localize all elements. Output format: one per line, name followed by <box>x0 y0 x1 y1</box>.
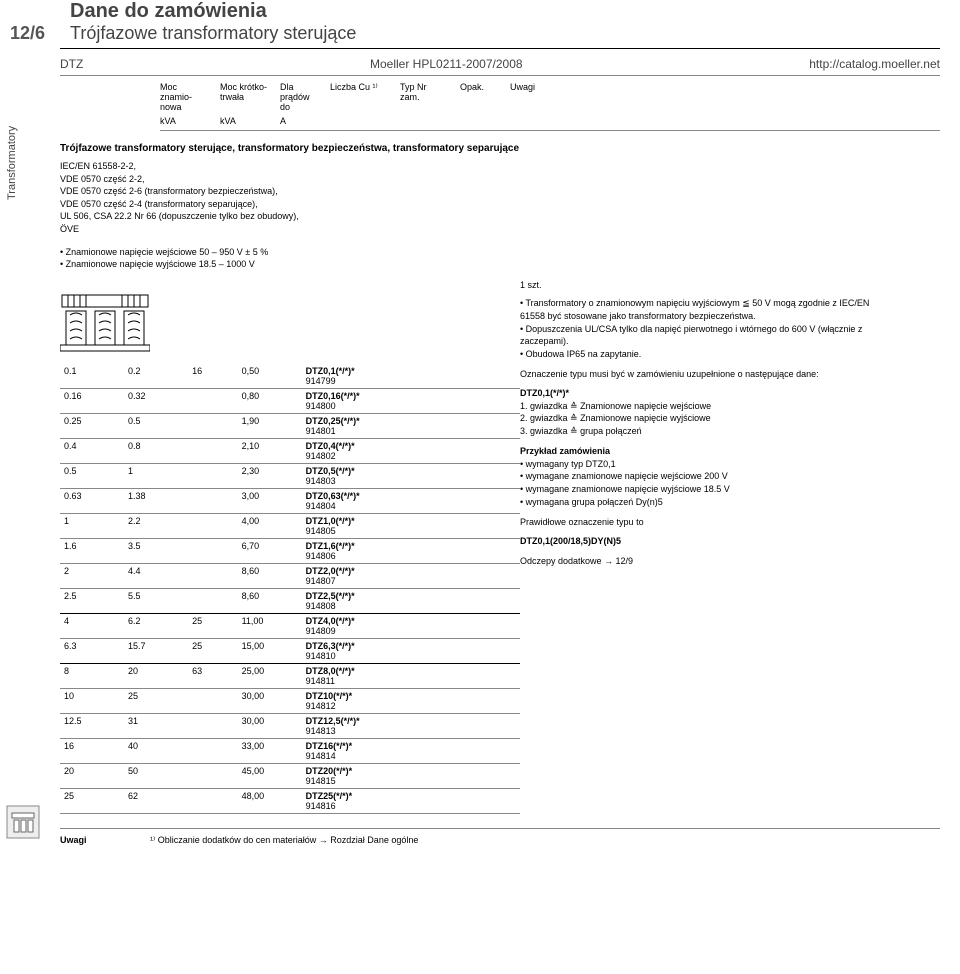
table-row: 12.5 31 30,00 DTZ12,5(*/*)*914813 <box>60 713 520 738</box>
standard-line: IEC/EN 61558-2-2, <box>60 160 940 173</box>
table-row: 8 20 63 25,00 DTZ8,0(*/*)*914811 <box>60 663 520 688</box>
table-row: 0.1 0.2 16 0,50 DTZ0,1(*/*)*914799 <box>60 364 520 389</box>
page-title: Dane do zamówienia <box>70 0 940 23</box>
table-row: 0.63 1.38 3,00 DTZ0,63(*/*)*914804 <box>60 488 520 513</box>
standards-list: IEC/EN 61558-2-2,VDE 0570 część 2-2,VDE … <box>60 160 940 236</box>
spec-line: Znamionowe napięcie wejściowe 50 – 950 V… <box>60 246 940 259</box>
ex-line: wymagane znamionowe napięcie wyjściowe 1… <box>520 483 890 496</box>
standard-line: ÖVE <box>60 223 940 236</box>
note-line: Dopuszczenia UL/CSA tylko dla napięć pie… <box>520 323 890 348</box>
col-head-power-short: Moc krótko-trwała <box>220 82 280 112</box>
side-tab-label: Transformatory <box>6 126 18 200</box>
transformer-icon <box>60 283 520 356</box>
col-head-cu: Liczba Cu ¹⁾ <box>330 82 400 112</box>
order-example-lines: wymagany typ DTZ0,1wymagane znamionowe n… <box>520 458 890 508</box>
table-row: 25 62 48,00 DTZ25(*/*)*914816 <box>60 788 520 813</box>
standard-line: VDE 0570 część 2-4 (transformatory separ… <box>60 198 940 211</box>
spec-line: Znamionowe napięcie wyjściowe 18.5 – 100… <box>60 258 940 271</box>
page-subtitle: Trójfazowe transformatory sterujące <box>70 23 940 44</box>
type-designation-example: DTZ0,1(*/*)* <box>520 387 890 400</box>
section-code: DTZ <box>60 57 83 71</box>
ex-line: wymagana grupa połączeń Dy(n)5 <box>520 496 890 509</box>
unit-kva-1: kVA <box>160 116 220 126</box>
table-row: 16 40 33,00 DTZ16(*/*)*914814 <box>60 738 520 763</box>
order-example-head: Przykład zamówienia <box>520 445 890 458</box>
col-head-power-nom: Moc znamio-nowa <box>160 82 220 112</box>
product-table: 0.1 0.2 16 0,50 DTZ0,1(*/*)*914799 0.16 … <box>60 364 520 814</box>
ozn-line: 2. gwiazdka ≙ Znamionowe napięcie wyjści… <box>520 412 890 425</box>
footer-note: ¹⁾ Obliczanie dodatków do cen materiałów… <box>150 835 418 846</box>
col-head-current: Dla prądów do <box>280 82 330 112</box>
type-designation-head: Oznaczenie typu musi być w zamówieniu uz… <box>520 368 890 381</box>
unit-kva-2: kVA <box>220 116 280 126</box>
ozn-line: 3. gwiazdka ≙ grupa połączeń <box>520 425 890 438</box>
table-row: 0.16 0.32 0,80 DTZ0,16(*/*)*914800 <box>60 388 520 413</box>
catalog-ref: Moeller HPL0211-2007/2008 <box>370 57 523 71</box>
catalog-url[interactable]: http://catalog.moeller.net <box>809 57 940 71</box>
pack-qty: 1 szt. <box>520 279 890 292</box>
note-line: Obudowa IP65 na zapytanie. <box>520 348 890 361</box>
col-head-pack: Opak. <box>460 82 510 112</box>
ex-line: wymagany typ DTZ0,1 <box>520 458 890 471</box>
section-heading: Trójfazowe transformatory sterujące, tra… <box>60 143 940 154</box>
standard-line: VDE 0570 część 2-6 (transformatory bezpi… <box>60 185 940 198</box>
page-number: 12/6 <box>10 23 70 44</box>
result-code: DTZ0,1(200/18,5)DY(N)5 <box>520 535 890 548</box>
footer-label: Uwagi <box>60 835 150 846</box>
transformer-thumb-icon <box>6 805 40 842</box>
table-row: 20 50 45,00 DTZ20(*/*)*914815 <box>60 763 520 788</box>
result-label: Prawidłowe oznaczenie typu to <box>520 516 890 529</box>
ex-line: wymagane znamionowe napięcie wejściowe 2… <box>520 470 890 483</box>
notes-bullets: Transformatory o znamionowym napięciu wy… <box>520 297 890 360</box>
type-designation-lines: 1. gwiazdka ≙ Znamionowe napięcie wejści… <box>520 400 890 438</box>
table-row: 2 4.4 8,60 DTZ2,0(*/*)*914807 <box>60 563 520 588</box>
taps-ref: Odczepy dodatkowe → 12/9 <box>520 555 890 568</box>
table-row: 1 2.2 4,00 DTZ1,0(*/*)*914805 <box>60 513 520 538</box>
table-row: 1.6 3.5 6,70 DTZ1,6(*/*)*914806 <box>60 538 520 563</box>
standard-line: UL 506, CSA 22.2 Nr 66 (dopuszczenie tyl… <box>60 210 940 223</box>
standard-line: VDE 0570 część 2-2, <box>60 173 940 186</box>
unit-a: A <box>280 116 330 126</box>
table-row: 2.5 5.5 8,60 DTZ2,5(*/*)*914808 <box>60 588 520 613</box>
table-row: 4 6.2 25 11,00 DTZ4,0(*/*)*914809 <box>60 613 520 638</box>
col-head-type: Typ Nr zam. <box>400 82 460 112</box>
table-row: 0.25 0.5 1,90 DTZ0,25(*/*)*914801 <box>60 413 520 438</box>
table-row: 0.5 1 2,30 DTZ0,5(*/*)*914803 <box>60 463 520 488</box>
table-row: 6.3 15.7 25 15,00 DTZ6,3(*/*)*914810 <box>60 638 520 663</box>
col-head-notes: Uwagi <box>510 82 560 112</box>
table-row: 0.4 0.8 2,10 DTZ0,4(*/*)*914802 <box>60 438 520 463</box>
spec-bullets: Znamionowe napięcie wejściowe 50 – 950 V… <box>60 246 940 271</box>
table-row: 10 25 30,00 DTZ10(*/*)*914812 <box>60 688 520 713</box>
note-line: Transformatory o znamionowym napięciu wy… <box>520 297 890 322</box>
ozn-line: 1. gwiazdka ≙ Znamionowe napięcie wejści… <box>520 400 890 413</box>
